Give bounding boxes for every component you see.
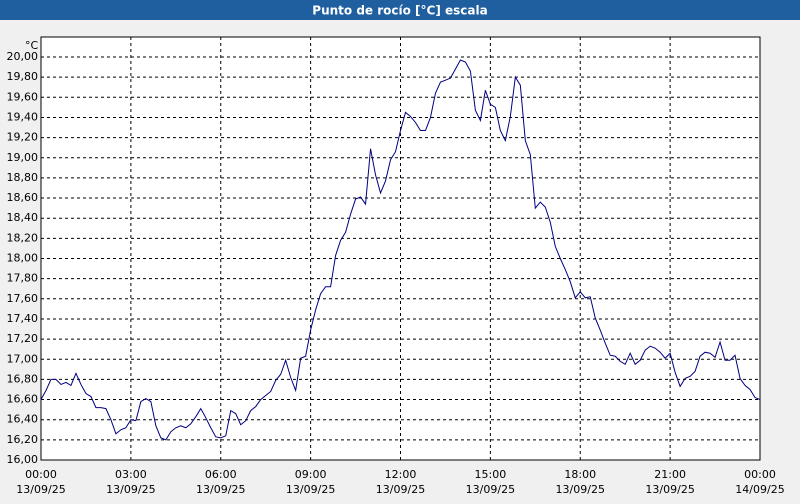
x-tick-label: 12:00: [385, 468, 417, 481]
title-bar: [0, 0, 800, 20]
x-tick-date: 13/09/25: [556, 483, 605, 496]
y-tick-label: 18,00: [7, 252, 39, 265]
x-tick-date: 13/09/25: [106, 483, 155, 496]
y-tick-label: 17,60: [7, 292, 39, 305]
y-tick-label: 16,80: [7, 372, 39, 385]
x-tick-date: 13/09/25: [645, 483, 694, 496]
x-tick-date: 14/09/25: [735, 483, 784, 496]
y-tick-label: 18,40: [7, 211, 39, 224]
y-tick-label: 17,40: [7, 312, 39, 325]
x-tick-label: 00:00: [744, 468, 776, 481]
y-tick-label: 17,00: [7, 352, 39, 365]
y-tick-label: 16,20: [7, 433, 39, 446]
x-tick-label: 06:00: [205, 468, 237, 481]
x-tick-label: 00:00: [25, 468, 57, 481]
x-tick-label: 15:00: [475, 468, 507, 481]
plot-border: [40, 36, 761, 461]
x-tick-date: 13/09/25: [196, 483, 245, 496]
y-tick-label: 19,80: [7, 70, 39, 83]
y-tick-label: 17,80: [7, 272, 39, 285]
x-tick-date: 13/09/25: [286, 483, 335, 496]
y-unit: °C: [25, 39, 39, 52]
y-tick-label: 19,00: [7, 151, 39, 164]
x-tick-date: 13/09/25: [466, 483, 515, 496]
chart-title: Punto de rocío [°C] escala: [312, 4, 487, 18]
y-tick-label: 16,40: [7, 413, 39, 426]
y-tick-label: 16,00: [7, 453, 39, 466]
y-tick-label: 19,60: [7, 90, 39, 103]
data-line: [40, 59, 761, 441]
x-tick-label: 21:00: [654, 468, 686, 481]
y-tick-label: 18,80: [7, 171, 39, 184]
x-tick-label: 03:00: [115, 468, 147, 481]
x-tick-date: 13/09/25: [376, 483, 425, 496]
y-tick-label: 18,60: [7, 191, 39, 204]
y-tick-label: 19,20: [7, 131, 39, 144]
y-tick-label: 19,40: [7, 110, 39, 123]
y-tick-label: 20,00: [7, 50, 39, 63]
y-tick-label: 16,60: [7, 393, 39, 406]
x-tick-label: 18:00: [564, 468, 596, 481]
x-tick-date: 13/09/25: [16, 483, 65, 496]
x-tick-label: 09:00: [295, 468, 327, 481]
y-tick-label: 18,20: [7, 231, 39, 244]
y-tick-label: 17,20: [7, 332, 39, 345]
